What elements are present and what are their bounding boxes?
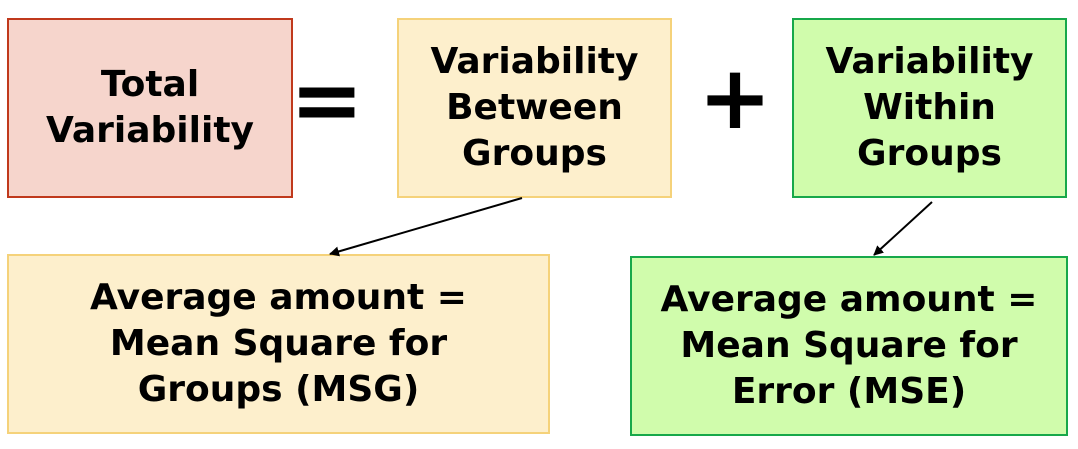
mean-square-error-box: Average amount = Mean Square for Error (… xyxy=(630,256,1068,436)
variability-between-groups-label: Variability Between Groups xyxy=(430,41,639,174)
equals-sign: = xyxy=(290,48,364,151)
total-variability-box: Total Variability xyxy=(7,18,293,198)
variability-between-groups-box: Variability Between Groups xyxy=(397,18,672,198)
mean-square-groups-box: Average amount = Mean Square for Groups … xyxy=(7,254,550,434)
mean-square-error-label: Average amount = Mean Square for Error (… xyxy=(660,279,1038,412)
between-to-msg-arrow xyxy=(329,197,523,257)
total-variability-label: Total Variability xyxy=(45,64,255,151)
variability-within-groups-label: Variability Within Groups xyxy=(825,41,1034,174)
plus-sign: + xyxy=(698,46,772,149)
variability-within-groups-box: Variability Within Groups xyxy=(792,18,1067,198)
mean-square-groups-label: Average amount = Mean Square for Groups … xyxy=(90,277,467,410)
within-to-mse-arrow xyxy=(873,201,933,256)
